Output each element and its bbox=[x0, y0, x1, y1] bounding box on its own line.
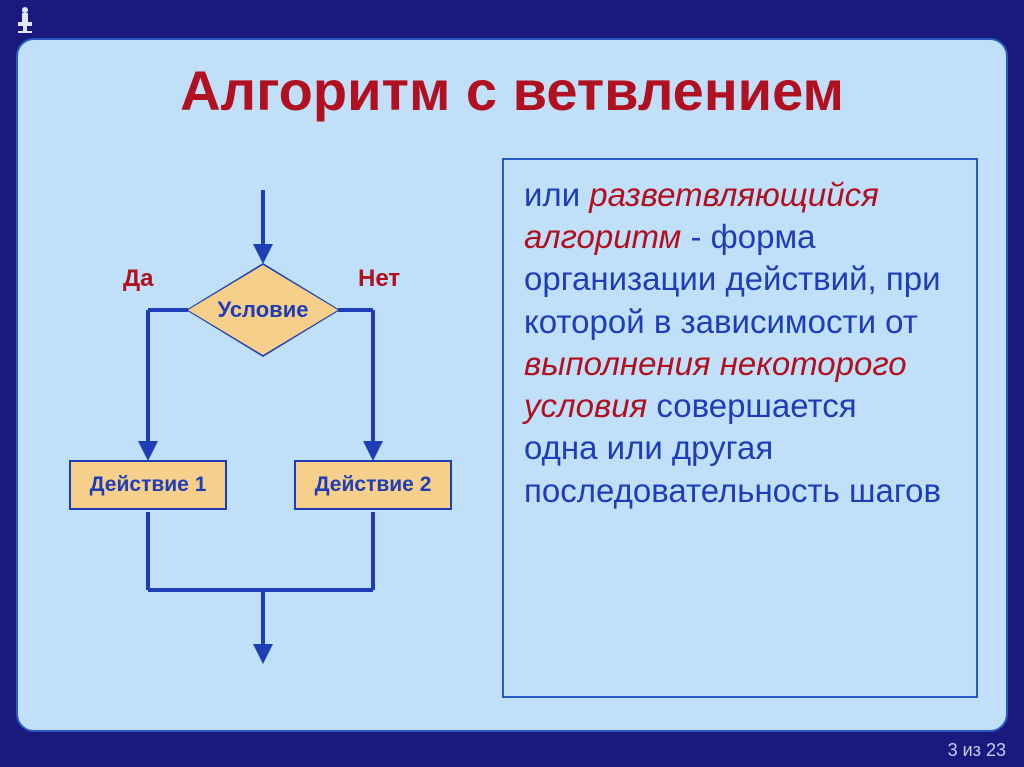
action2-node: Действие 2 bbox=[294, 460, 452, 510]
content-panel: Алгоритм с ветвлением Условие Действие 1… bbox=[16, 38, 1008, 732]
action1-label: Действие 1 bbox=[90, 473, 207, 497]
slide-title: Алгоритм с ветвлением bbox=[18, 58, 1006, 123]
slide-outer: Алгоритм с ветвлением Условие Действие 1… bbox=[0, 0, 1024, 767]
definition-box: или разветвляющийся алгоритм - форма орг… bbox=[502, 158, 978, 698]
no-label: Нет bbox=[358, 265, 400, 293]
page-counter: 3 из 23 bbox=[948, 740, 1006, 761]
def-p2: совершается bbox=[647, 387, 856, 424]
action2-label: Действие 2 bbox=[315, 473, 432, 497]
flowchart-svg bbox=[48, 180, 478, 700]
yes-label: Да bbox=[123, 265, 153, 293]
condition-label: Условие bbox=[218, 297, 309, 323]
def-p3: одна или другая последовательность шагов bbox=[524, 429, 941, 508]
flowchart-diagram: Условие Действие 1 Действие 2 Да Нет bbox=[48, 180, 478, 700]
def-or: или bbox=[524, 176, 589, 213]
action1-node: Действие 1 bbox=[69, 460, 227, 510]
person-chair-icon bbox=[10, 4, 40, 34]
